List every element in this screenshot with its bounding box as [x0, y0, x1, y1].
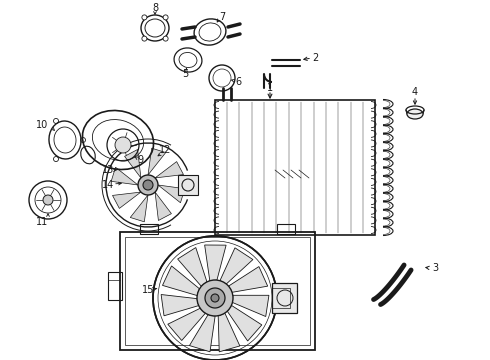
Ellipse shape	[407, 109, 423, 119]
Circle shape	[43, 195, 53, 205]
Text: 4: 4	[412, 87, 418, 97]
Bar	[120, 232, 315, 350]
Polygon shape	[227, 305, 262, 341]
Circle shape	[205, 288, 225, 308]
Text: 11: 11	[36, 217, 48, 227]
Polygon shape	[220, 248, 253, 284]
Polygon shape	[161, 294, 198, 316]
Text: 5: 5	[182, 69, 188, 79]
Text: 10: 10	[36, 120, 48, 130]
Polygon shape	[155, 192, 172, 221]
Circle shape	[163, 36, 168, 41]
Bar	[277, 224, 295, 234]
Text: 13: 13	[102, 165, 114, 175]
Polygon shape	[158, 185, 185, 203]
Text: 6: 6	[235, 77, 241, 87]
Text: 7: 7	[219, 12, 225, 22]
Text: 12: 12	[159, 145, 171, 155]
Circle shape	[142, 36, 147, 41]
Bar	[108, 272, 122, 300]
Polygon shape	[232, 295, 269, 316]
Polygon shape	[148, 148, 166, 175]
Text: 3: 3	[432, 263, 438, 273]
Circle shape	[197, 280, 233, 316]
Circle shape	[138, 175, 158, 195]
Text: 2: 2	[312, 53, 318, 63]
Circle shape	[115, 137, 131, 153]
Polygon shape	[228, 266, 268, 292]
Polygon shape	[111, 167, 138, 185]
Bar	[125, 237, 310, 345]
Text: 15: 15	[142, 285, 154, 295]
Bar	[272, 288, 290, 308]
Polygon shape	[218, 313, 240, 352]
Polygon shape	[113, 192, 141, 208]
Bar	[215, 100, 375, 235]
Bar	[272, 283, 297, 313]
Bar	[140, 224, 158, 234]
Circle shape	[163, 15, 168, 20]
Circle shape	[142, 15, 147, 20]
Polygon shape	[163, 266, 199, 296]
Circle shape	[153, 236, 277, 360]
Polygon shape	[130, 195, 148, 222]
Bar	[178, 175, 198, 195]
Circle shape	[211, 294, 219, 302]
Text: 8: 8	[152, 3, 158, 13]
Polygon shape	[124, 149, 141, 178]
Text: 9: 9	[137, 155, 143, 165]
Text: 1: 1	[267, 83, 273, 93]
Polygon shape	[168, 308, 205, 341]
Text: 14: 14	[102, 180, 114, 190]
Polygon shape	[190, 315, 215, 352]
Polygon shape	[205, 245, 226, 281]
Polygon shape	[178, 248, 207, 286]
Circle shape	[143, 180, 153, 190]
Polygon shape	[155, 162, 183, 178]
